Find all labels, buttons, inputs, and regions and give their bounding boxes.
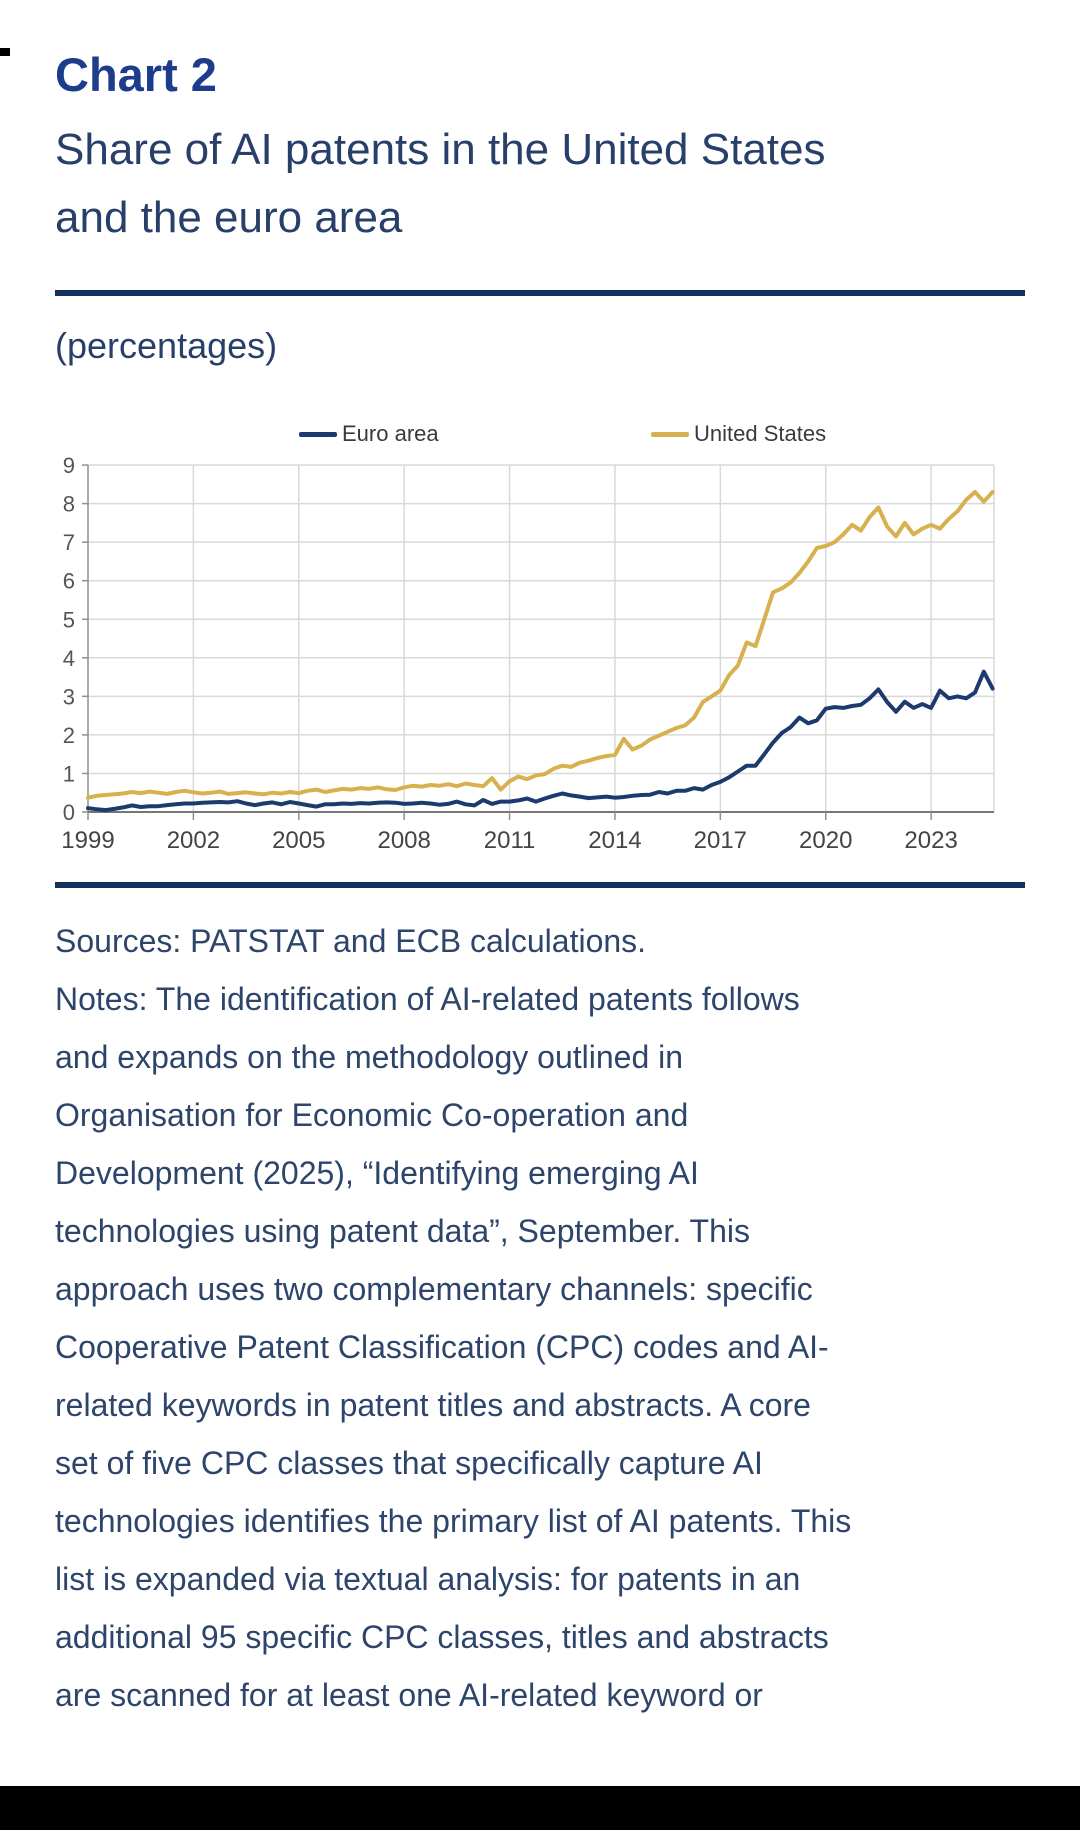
legend-item-united-states: United States	[651, 421, 826, 447]
svg-text:2005: 2005	[272, 827, 325, 854]
svg-text:1: 1	[63, 761, 75, 786]
svg-text:2023: 2023	[904, 827, 957, 854]
notes-text: Notes: The identification of AI-related …	[55, 981, 852, 1714]
bottom-black-bar	[0, 1786, 1080, 1830]
svg-text:4: 4	[63, 646, 75, 671]
svg-text:8: 8	[63, 492, 75, 517]
screenshot-corner-artifact	[0, 48, 10, 56]
svg-text:2002: 2002	[167, 827, 220, 854]
chart-legend: Euro area United States	[0, 421, 1080, 447]
line-chart: 0 1 2 3 4 5 6 7 8 9 1999 2002 2005 2008 2011 2014 2017 20…	[61, 453, 995, 854]
svg-text:0: 0	[63, 800, 75, 825]
legend-label-euro-area: Euro area	[342, 421, 439, 447]
sources-text: Sources: PATSTAT and ECB calculations.	[55, 923, 647, 960]
title-divider-rule	[55, 290, 1025, 297]
chart-title: Share of AI patents in the United States…	[55, 125, 826, 243]
svg-text:3: 3	[63, 684, 75, 709]
legend-label-united-states: United States	[694, 421, 827, 447]
chart-bottom-rule	[55, 882, 1025, 889]
united-states-line-swatch	[651, 431, 689, 437]
svg-text:2014: 2014	[588, 827, 641, 854]
svg-text:2017: 2017	[694, 827, 747, 854]
svg-text:2: 2	[63, 723, 75, 748]
svg-text:2008: 2008	[377, 827, 430, 854]
svg-text:9: 9	[63, 453, 75, 478]
svg-text:6: 6	[63, 569, 75, 594]
euro-area-line-swatch	[299, 431, 337, 437]
svg-text:7: 7	[63, 530, 75, 555]
svg-text:2011: 2011	[484, 827, 536, 854]
svg-text:2020: 2020	[799, 827, 852, 854]
chart-number-heading: Chart 2	[55, 48, 217, 101]
unit-label: (percentages)	[55, 325, 278, 367]
svg-text:1999: 1999	[61, 827, 114, 854]
legend-item-euro-area: Euro area	[299, 421, 439, 447]
svg-text:5: 5	[63, 607, 75, 632]
chart-area: Euro area United States 0 1 2 3 4 5 6 7 8 9 1999 20…	[0, 403, 1080, 868]
